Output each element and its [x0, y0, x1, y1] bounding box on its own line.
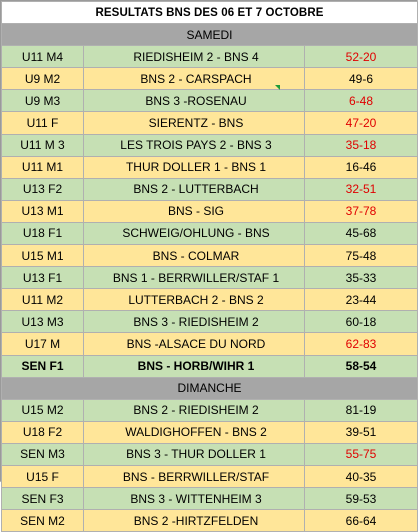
score-cell: 37-78 — [303, 199, 418, 223]
table-row: U15 M2 BNS 2 - RIEDISHEIM 2 81-19 — [1, 398, 418, 422]
team-cell: U17 M — [1, 332, 84, 356]
match-cell: BNS -ALSACE DU NORD — [83, 332, 305, 356]
table-row: U13 M3 BNS 3 - RIEDISHEIM 2 60-18 — [1, 310, 418, 334]
table-row: U13 M1 BNS - SIG 37-78 — [1, 199, 418, 223]
score-cell: 6-48 — [303, 89, 418, 113]
table-row: SEN F1 BNS - HORB/WIHR 1 58-54 — [1, 354, 418, 378]
section-label: DIMANCHE — [0, 376, 418, 400]
table-row: SEN M2 BNS 2 -HIRTZFELDEN 66-64 — [1, 509, 418, 532]
team-cell: U13 F1 — [1, 266, 84, 290]
table-row: SEN F3 BNS 3 - WITTENHEIM 3 59-53 — [1, 487, 418, 511]
score-cell: 47-20 — [303, 111, 418, 135]
match-cell: BNS 1 - BERRWILLER/STAF 1 — [83, 266, 305, 290]
score-cell: 55-75 — [303, 442, 418, 466]
team-cell: U11 M1 — [1, 155, 84, 179]
match-cell: SCHWEIG/OHLUNG - BNS — [83, 221, 305, 246]
team-cell: U11 M 3 — [1, 133, 84, 157]
table-row: U17 M BNS -ALSACE DU NORD 62-83 — [1, 332, 418, 356]
team-cell: U13 F2 — [1, 177, 84, 201]
table-row: U13 F1 BNS 1 - BERRWILLER/STAF 1 35-33 — [1, 266, 418, 290]
team-cell: U15 M1 — [1, 244, 84, 268]
table-row: U18 F1 SCHWEIG/OHLUNG - BNS 45-68 — [1, 221, 418, 246]
team-cell: U13 M3 — [1, 310, 84, 334]
match-cell: BNS 3 - THUR DOLLER 1 — [83, 442, 305, 466]
match-cell: BNS 2 -HIRTZFELDEN — [83, 509, 305, 532]
team-cell: U9 M2 — [1, 67, 84, 91]
match-cell: BNS - BERRWILLER/STAF — [83, 464, 305, 489]
score-cell: 81-19 — [303, 398, 418, 422]
table-row: U18 F2 WALDIGHOFFEN - BNS 2 39-51 — [1, 420, 418, 444]
match-cell: BNS 2 - RIEDISHEIM 2 — [83, 398, 305, 422]
score-cell: 66-64 — [303, 509, 418, 532]
table-row: U11 M2 LUTTERBACH 2 - BNS 2 23-44 — [1, 288, 418, 312]
section-header-row: SAMEDI — [0, 23, 418, 47]
cell-comment-flag-icon — [275, 85, 280, 90]
table-row: U11 M4 RIEDISHEIM 2 - BNS 4 52-20 — [1, 45, 418, 69]
team-cell: U18 F2 — [1, 420, 84, 444]
team-cell: U15 M2 — [1, 398, 84, 422]
match-cell: BNS - COLMAR — [83, 244, 305, 268]
table-row: U11 M 3 LES TROIS PAYS 2 - BNS 3 35-18 — [1, 133, 418, 157]
score-cell: 58-54 — [303, 354, 418, 378]
section-header-row: DIMANCHE — [0, 376, 418, 400]
table-row: U9 M2 BNS 2 - CARSPACH 49-6 — [1, 67, 418, 91]
match-cell: BNS 2 - CARSPACH — [83, 67, 305, 91]
score-cell: 16-46 — [303, 155, 418, 179]
score-cell: 59-53 — [303, 487, 418, 511]
match-cell: LES TROIS PAYS 2 - BNS 3 — [83, 133, 305, 157]
team-cell: U13 M1 — [1, 199, 84, 223]
team-cell: U11 M4 — [1, 45, 84, 69]
team-cell: U15 F — [1, 464, 84, 489]
score-cell: 39-51 — [303, 420, 418, 444]
score-cell: 60-18 — [303, 310, 418, 334]
score-cell: 35-33 — [303, 266, 418, 290]
score-cell: 75-48 — [303, 244, 418, 268]
score-cell: 52-20 — [303, 45, 418, 69]
match-cell: BNS 3 -ROSENAU — [83, 89, 305, 113]
score-cell: 35-18 — [303, 133, 418, 157]
score-cell: 32-51 — [303, 177, 418, 201]
table-title: RESULTATS BNS DES 06 ET 7 OCTOBRE — [0, 0, 418, 25]
title-row: RESULTATS BNS DES 06 ET 7 OCTOBRE — [0, 0, 418, 25]
match-cell: LUTTERBACH 2 - BNS 2 — [83, 288, 305, 312]
team-cell: U9 M3 — [1, 89, 84, 113]
table-row: U15 F BNS - BERRWILLER/STAF 40-35 — [1, 464, 418, 489]
score-cell: 62-83 — [303, 332, 418, 356]
match-cell: BNS 3 - WITTENHEIM 3 — [83, 487, 305, 511]
match-cell: BNS - HORB/WIHR 1 — [83, 354, 305, 378]
team-cell: U18 F1 — [1, 221, 84, 246]
match-cell: SIERENTZ - BNS — [83, 111, 305, 135]
score-cell: 23-44 — [303, 288, 418, 312]
team-cell: SEN F1 — [1, 354, 84, 378]
team-cell: SEN F3 — [1, 487, 84, 511]
table-row: SEN M3 BNS 3 - THUR DOLLER 1 55-75 — [1, 442, 418, 466]
match-cell: BNS 3 - RIEDISHEIM 2 — [83, 310, 305, 334]
match-cell: THUR DOLLER 1 - BNS 1 — [83, 155, 305, 179]
score-cell: 40-35 — [303, 464, 418, 489]
table-row: U11 F SIERENTZ - BNS 47-20 — [1, 111, 418, 135]
table-row: U13 F2 BNS 2 - LUTTERBACH 32-51 — [1, 177, 418, 201]
match-cell: BNS - SIG — [83, 199, 305, 223]
match-cell: BNS 2 - LUTTERBACH — [83, 177, 305, 201]
team-cell: U11 M2 — [1, 288, 84, 312]
team-cell: SEN M2 — [1, 509, 84, 532]
section-label: SAMEDI — [0, 23, 418, 47]
team-cell: U11 F — [1, 111, 84, 135]
team-cell: SEN M3 — [1, 442, 84, 466]
match-cell: WALDIGHOFFEN - BNS 2 — [83, 420, 305, 444]
score-cell: 45-68 — [303, 221, 418, 246]
match-cell: RIEDISHEIM 2 - BNS 4 — [83, 45, 305, 69]
table-row: U9 M3 BNS 3 -ROSENAU 6-48 — [1, 89, 418, 113]
table-row: U15 M1 BNS - COLMAR 75-48 — [1, 244, 418, 268]
score-cell: 49-6 — [303, 67, 418, 91]
table-row: U11 M1 THUR DOLLER 1 - BNS 1 16-46 — [1, 155, 418, 179]
